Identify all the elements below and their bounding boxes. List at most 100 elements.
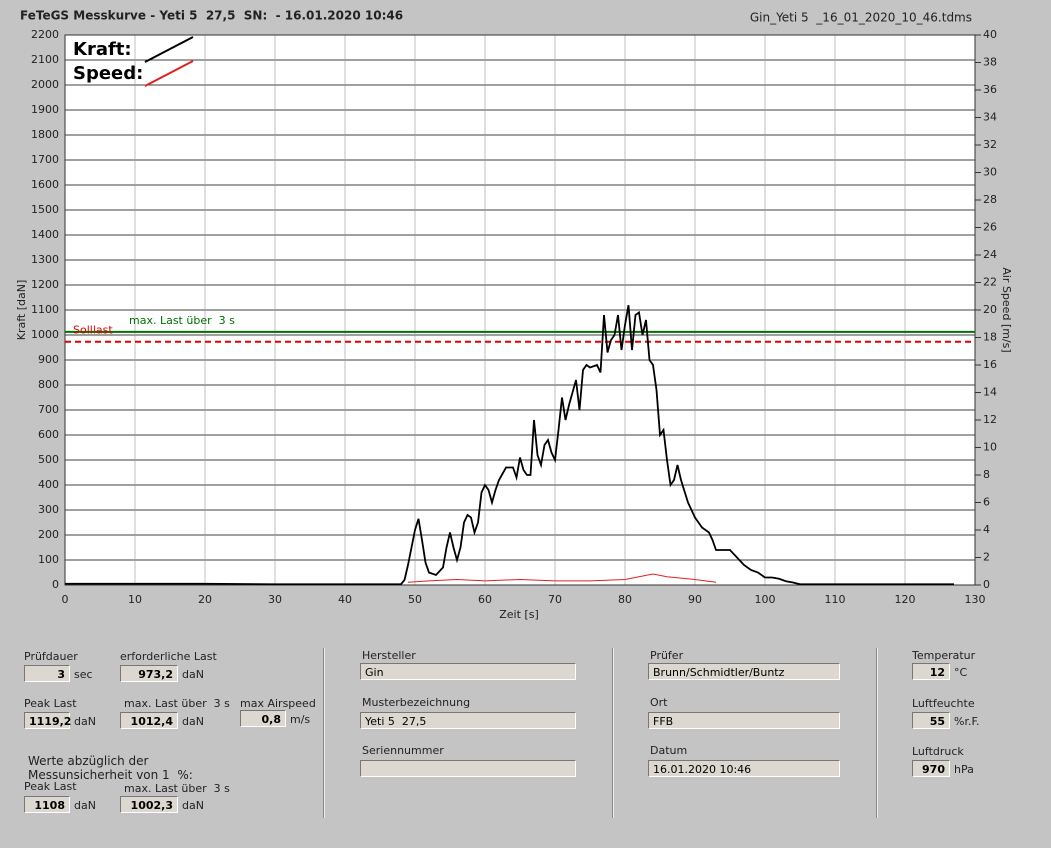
x-tick-label: 30 xyxy=(268,593,282,606)
x-axis-label: Zeit [s] xyxy=(499,608,538,621)
series-line xyxy=(65,305,954,586)
field-value: 0,8 xyxy=(240,710,286,727)
x-tick-label: 0 xyxy=(62,593,69,606)
x-tick-label: 110 xyxy=(825,593,846,606)
x-tick-label: 70 xyxy=(548,593,562,606)
x-tick-label: 120 xyxy=(895,593,916,606)
field-value: 1002,3 xyxy=(120,796,178,813)
y-tick-label: 1000 xyxy=(31,328,59,341)
legend-swatch xyxy=(144,36,194,63)
y-tick-label: 1400 xyxy=(31,228,59,241)
y2-tick-label: 18 xyxy=(983,331,997,344)
x-tick-label: 40 xyxy=(338,593,352,606)
y-tick-label: 400 xyxy=(38,478,59,491)
y-tick-label: 800 xyxy=(38,378,59,391)
y2-tick-label: 24 xyxy=(983,248,997,261)
y-tick-label: 1600 xyxy=(31,178,59,191)
field-value: 970 xyxy=(912,760,950,777)
y2-tick-label: 14 xyxy=(983,386,997,399)
field-value: FFB xyxy=(648,712,840,729)
field-unit: daN xyxy=(182,799,204,812)
field-unit: hPa xyxy=(954,763,974,776)
y2-tick-label: 38 xyxy=(983,56,997,69)
field-unit: daN xyxy=(74,799,96,812)
y2-tick-label: 40 xyxy=(983,28,997,41)
field-label: Datum xyxy=(650,744,688,757)
y-tick-label: 600 xyxy=(38,428,59,441)
legend-label: Kraft: xyxy=(73,39,132,60)
field-unit: m/s xyxy=(290,713,311,726)
field-value: 973,2 xyxy=(120,665,178,682)
y-tick-label: 100 xyxy=(38,553,59,566)
reference-label: Solllast xyxy=(73,324,113,337)
plot-frame xyxy=(64,34,976,586)
series-line xyxy=(407,573,717,583)
field-unit: daN xyxy=(74,715,96,728)
field-value: 12 xyxy=(912,663,950,680)
y2-tick-label: 2 xyxy=(983,551,990,564)
x-tick-label: 80 xyxy=(618,593,632,606)
y-tick-label: 1500 xyxy=(31,203,59,216)
page-title: FeTeGS Messkurve - Yeti 5 27,5 SN: - 16.… xyxy=(20,9,403,23)
field-label: Temperatur xyxy=(912,649,976,662)
x-tick-label: 130 xyxy=(965,593,986,606)
field-label: Luftfeuchte xyxy=(912,697,975,710)
y2-tick-label: 26 xyxy=(983,221,997,234)
x-tick-label: 90 xyxy=(688,593,702,606)
note-line: Werte abzüglich der xyxy=(28,754,149,768)
x-tick-label: 50 xyxy=(408,593,422,606)
y-tick-label: 1800 xyxy=(31,128,59,141)
y2-tick-label: 6 xyxy=(983,496,990,509)
y2-tick-label: 10 xyxy=(983,441,997,454)
field-label: Peak Last xyxy=(24,697,77,710)
field-unit: °C xyxy=(954,666,968,679)
y-tick-label: 2200 xyxy=(31,28,59,41)
field-value: Brunn/Schmidtler/Buntz xyxy=(648,663,840,680)
y-tick-label: 0 xyxy=(52,578,59,591)
field-value: 16.01.2020 10:46 xyxy=(648,760,840,777)
field-label: Seriennummer xyxy=(362,744,444,757)
field-label: Prüfdauer xyxy=(24,650,78,663)
y2-tick-label: 28 xyxy=(983,193,997,206)
y2-tick-label: 0 xyxy=(983,578,990,591)
y2-tick-label: 30 xyxy=(983,166,997,179)
field-unit: daN xyxy=(182,715,204,728)
x-tick-label: 10 xyxy=(128,593,142,606)
chart: FeTeGS Messkurve - Yeti 5 27,5 SN: - 16.… xyxy=(15,9,1013,622)
field-label: max. Last über 3 s xyxy=(124,697,230,710)
field-label: Hersteller xyxy=(362,649,416,662)
y-tick-label: 2000 xyxy=(31,78,59,91)
y2-axis-label: Air Speed [m/s] xyxy=(1000,267,1013,352)
field-label: Prüfer xyxy=(650,649,684,662)
y2-tick-label: 16 xyxy=(983,358,997,371)
field-value xyxy=(360,760,576,777)
field-value: 55 xyxy=(912,712,950,729)
reference-label: max. Last über 3 s xyxy=(129,314,235,327)
field-label: Luftdruck xyxy=(912,745,964,758)
y-tick-label: 1700 xyxy=(31,153,59,166)
y2-tick-label: 34 xyxy=(983,111,997,124)
field-label: Ort xyxy=(650,696,668,709)
y-tick-label: 300 xyxy=(38,503,59,516)
field-value: 1012,4 xyxy=(120,712,178,729)
y-tick-label: 500 xyxy=(38,453,59,466)
file-name: Gin_Yeti 5 _16_01_2020_10_46.tdms xyxy=(750,11,972,25)
x-tick-label: 100 xyxy=(755,593,776,606)
y2-tick-label: 32 xyxy=(983,138,997,151)
separator xyxy=(876,648,878,818)
y-tick-label: 1100 xyxy=(31,303,59,316)
field-unit: %r.F. xyxy=(954,715,980,728)
note-line: Messunsicherheit von 1 %: xyxy=(28,768,193,782)
y-tick-label: 700 xyxy=(38,403,59,416)
field-value: Yeti 5 27,5 xyxy=(360,712,576,729)
y2-tick-label: 20 xyxy=(983,303,997,316)
y-tick-label: 1300 xyxy=(31,253,59,266)
field-value: 1119,2 xyxy=(24,712,71,729)
y-tick-label: 2100 xyxy=(31,53,59,66)
y-axis-label: Kraft [daN] xyxy=(15,280,28,341)
x-tick-label: 60 xyxy=(478,593,492,606)
field-value: Gin xyxy=(360,663,576,680)
y2-tick-label: 8 xyxy=(983,468,990,481)
legend-swatch xyxy=(144,60,194,87)
